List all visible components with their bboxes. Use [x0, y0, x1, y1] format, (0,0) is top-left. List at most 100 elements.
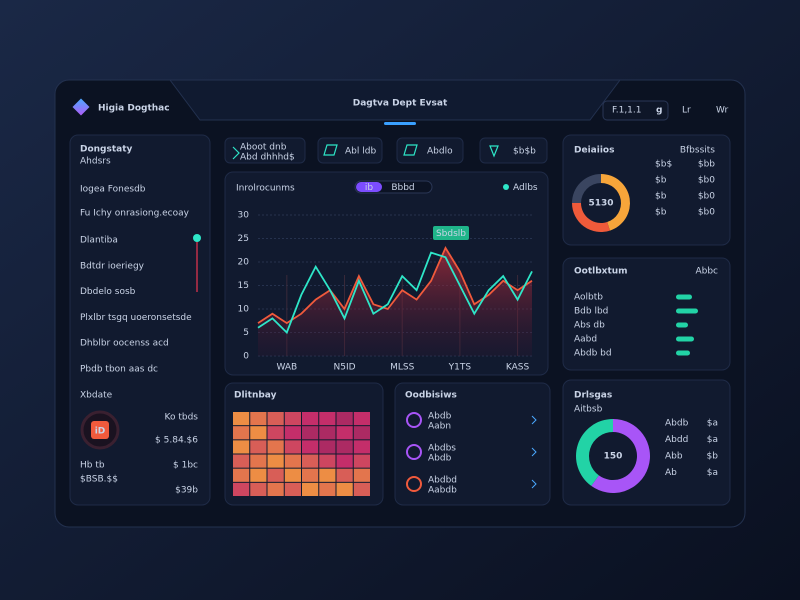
task-sub: Aabn: [428, 422, 451, 432]
breakdown-card: [562, 257, 731, 371]
heat-cell: [233, 454, 250, 468]
heat-cell: [302, 412, 319, 426]
sidebar-item: Dlantiba: [80, 236, 118, 246]
sidebar-item: Bdtdr ioeriegy: [80, 261, 145, 271]
row-label: Abdb bd: [574, 349, 612, 359]
chart-title: Deiaiios: [574, 146, 614, 156]
sidebar-item: Dbdelo sosb: [80, 287, 136, 297]
row-label: Bdb lbd: [574, 307, 608, 317]
badge: [91, 421, 109, 439]
heat-cell: [284, 468, 301, 482]
x-tick-label: Y1TS: [448, 363, 472, 373]
progress-bar: [676, 294, 692, 300]
y-tick-label: 5: [243, 328, 249, 338]
progress-bar: [676, 350, 690, 356]
chart-title: Drlsgas: [574, 391, 612, 401]
heat-cell: [284, 440, 301, 454]
task-action[interactable]: [531, 415, 537, 425]
legend-label: $b: [655, 176, 667, 186]
heat-cell: [319, 440, 336, 454]
list-card: [394, 382, 551, 506]
heat-cell: [267, 482, 284, 496]
wallet-label: Xbdate: [80, 391, 113, 401]
heat-cell: [302, 482, 319, 496]
kpi-sub: Abd dhhhd$: [240, 153, 295, 163]
task-sub: Abdb: [428, 454, 452, 464]
sidebar-highlight: Iogea Fonesdb: [80, 185, 146, 195]
heat-cell: [319, 454, 336, 468]
heat-cell: [284, 426, 301, 440]
sidebar-title: Dongstaty: [80, 145, 133, 155]
heat-cell: [319, 412, 336, 426]
sidebar-item: Plxlbr tsgq uoeronsetsde: [80, 313, 192, 323]
kpi-chip[interactable]: [396, 137, 464, 164]
brand: Higia Dogthac: [98, 104, 170, 114]
heat-cell: [233, 482, 250, 496]
slider-knob[interactable]: [193, 234, 201, 242]
chart-subtitle: Aitbsb: [574, 405, 603, 415]
task-action[interactable]: [531, 447, 537, 457]
toggle-active[interactable]: [356, 182, 382, 192]
heat-cell: [233, 440, 250, 454]
kpi-chip[interactable]: [224, 137, 306, 164]
header-link: Lr: [682, 106, 691, 116]
legend-value: $b0: [698, 176, 715, 186]
chart-title: Inrolrocunms: [236, 184, 295, 194]
kpi-label: $b$b: [513, 147, 536, 157]
task-action[interactable]: [531, 479, 537, 489]
task-icon: [406, 476, 422, 492]
heat-cell: [250, 412, 267, 426]
donut-segment: [601, 174, 630, 231]
row-label: Aolbtb: [574, 293, 603, 303]
legend-value: $b: [707, 452, 719, 462]
legend-label: $b$: [655, 160, 672, 170]
toggle-label: ib: [365, 183, 374, 193]
y-tick-label: 25: [238, 234, 249, 244]
logo: [72, 98, 90, 116]
heat-cell: [336, 440, 353, 454]
kpi-chip[interactable]: [317, 137, 383, 164]
row-label: Aabd: [574, 335, 597, 345]
heat-cell: [250, 482, 267, 496]
heat-cell: [353, 426, 370, 440]
heat-cell: [336, 482, 353, 496]
badge-text: iD: [95, 427, 106, 437]
wallet-row-label: $BSB.$$: [80, 475, 118, 485]
kpi-chip[interactable]: [479, 137, 548, 164]
task-name: Abdbd: [428, 476, 457, 486]
kpi-label: Abdlo: [427, 147, 453, 157]
legend-value: $a: [707, 468, 718, 478]
progress-bar: [676, 336, 694, 342]
status: F.1,1.1: [612, 106, 642, 116]
x-tick-label: KASS: [506, 363, 530, 373]
line: [257, 251, 533, 335]
heat-cell: [284, 412, 301, 426]
task-name: Abdbs: [428, 444, 456, 454]
toggle-label: Bbbd: [391, 183, 414, 193]
progress-bar: [676, 322, 688, 328]
heat-cell: [233, 426, 250, 440]
donut-card: [562, 134, 731, 246]
sidebar-item: Dhblbr oocenss acd: [80, 339, 169, 349]
user: g: [656, 106, 662, 116]
wallet-row-value: $39b: [175, 486, 198, 496]
donut-center: 150: [604, 452, 623, 462]
heat-cell: [302, 440, 319, 454]
status-box[interactable]: [602, 100, 669, 121]
legend-label: Abb: [665, 452, 683, 462]
heat-cell: [267, 468, 284, 482]
legend-value: $b0: [698, 208, 715, 218]
task-icon: [406, 444, 422, 460]
task-sub: Aabdb: [428, 486, 457, 496]
annotation-box: [433, 226, 469, 240]
wallet-row-value: $ 1bc: [173, 461, 198, 471]
donut-segment: [576, 419, 613, 486]
heat-cell: [336, 426, 353, 440]
legend-label: Adlbs: [513, 183, 538, 193]
sidebar-caption: Fu Ichy onrasiong.ecoay: [80, 209, 190, 219]
header-link: Wr: [716, 106, 728, 116]
heat-cell: [336, 468, 353, 482]
heat-cell: [353, 482, 370, 496]
legend-label: Abdd: [665, 435, 688, 445]
